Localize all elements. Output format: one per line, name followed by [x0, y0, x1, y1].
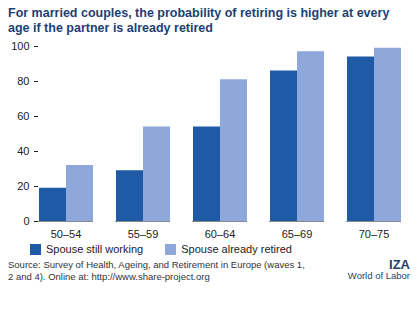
svg-text:50–54: 50–54 [51, 228, 82, 240]
html-text:World of Labor: World of Labor [347, 270, 410, 281]
svg-text:40: 40 [17, 145, 29, 157]
svg-text:60–64: 60–64 [205, 228, 236, 240]
svg-text:70–75: 70–75 [359, 228, 390, 240]
svg-text:0: 0 [23, 215, 29, 227]
svg-text:80: 80 [17, 75, 29, 87]
svg-text:55–59: 55–59 [128, 228, 159, 240]
html-text:For married couples, the proba: For married couples, the probability of … [8, 6, 390, 35]
html-text:Spouse still working: Spouse still working [46, 243, 144, 255]
html-text:Spouse already retired: Spouse already retired [181, 243, 292, 255]
svg-text:20: 20 [17, 180, 29, 192]
svg-text:65–69: 65–69 [282, 228, 313, 240]
html-text:IZA: IZA [389, 257, 410, 272]
html-text:Source: Survey of Health, Agei: Source: Survey of Health, Ageing, and Re… [8, 259, 305, 282]
svg-text:100: 100 [11, 40, 29, 52]
svg-text:60: 60 [17, 110, 29, 122]
